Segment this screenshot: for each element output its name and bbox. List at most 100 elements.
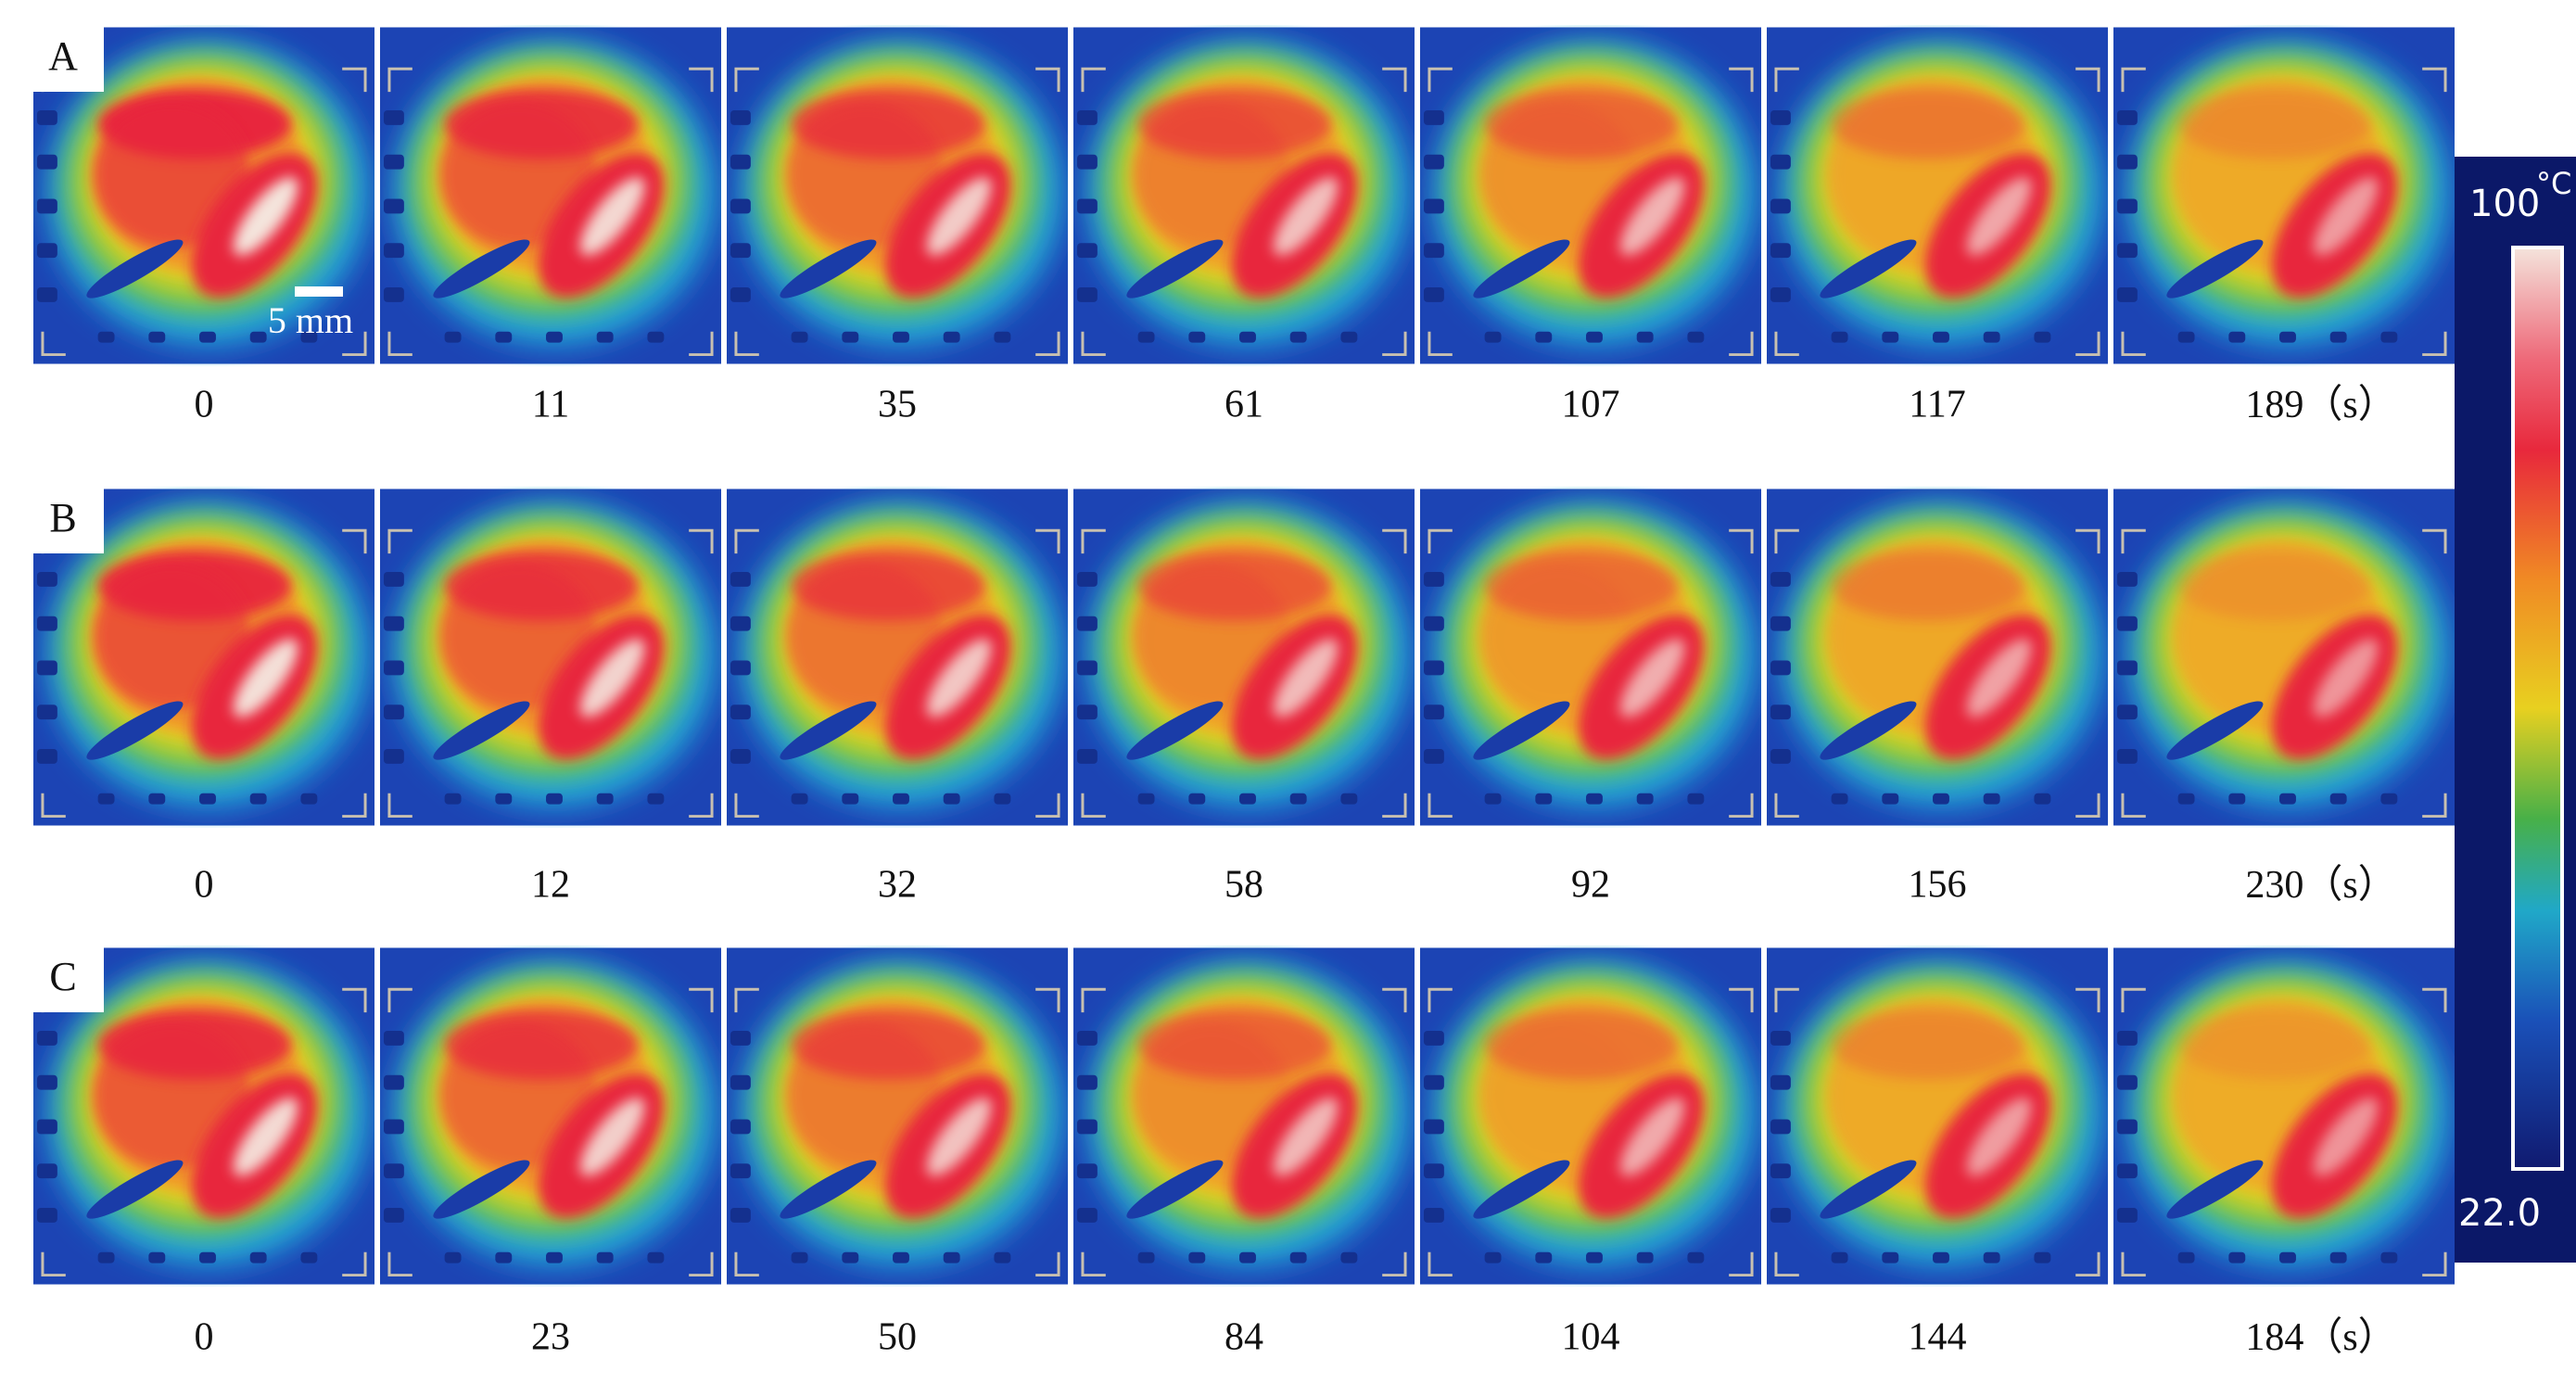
pad	[36, 243, 57, 259]
cold-notch	[86, 1160, 184, 1219]
pad	[1770, 110, 1791, 125]
pad	[36, 660, 57, 676]
pad	[1423, 616, 1444, 631]
hot-band	[1484, 1009, 1679, 1080]
panel-label-box	[33, 487, 104, 553]
pad	[36, 1163, 57, 1179]
pad	[1076, 1031, 1098, 1046]
hot-spot	[233, 177, 298, 256]
hot-spot	[579, 639, 645, 717]
pad	[383, 748, 404, 764]
corner-mark	[1729, 793, 1754, 819]
pad	[1076, 1119, 1098, 1135]
pad	[2380, 331, 2398, 343]
pad	[97, 793, 115, 805]
pad	[1076, 154, 1098, 170]
pad	[2279, 793, 2296, 805]
pad	[36, 616, 57, 631]
corner-mark	[1729, 1251, 1754, 1277]
corner-mark	[2121, 793, 2146, 819]
pad	[1831, 793, 1848, 805]
corner-mark	[1035, 1251, 1060, 1277]
hot-spot	[1273, 177, 1339, 256]
pad	[1076, 1163, 1098, 1179]
thermal-image	[1073, 27, 1415, 364]
pad	[1636, 1251, 1654, 1263]
time-label: 92	[1571, 864, 1610, 907]
time-label: 0	[195, 864, 214, 907]
colorbar-scale	[2511, 246, 2564, 1171]
time-value: 230	[2245, 864, 2303, 907]
pad	[383, 198, 404, 214]
pad	[1239, 331, 1256, 343]
time-value: 184	[2245, 1316, 2303, 1359]
cold-notch	[780, 701, 877, 760]
cold-notch	[1473, 1160, 1570, 1219]
time-label: 50	[878, 1316, 917, 1359]
hot-spot	[926, 639, 992, 717]
pad	[1076, 1074, 1098, 1090]
pad	[1076, 198, 1098, 214]
pad	[1687, 793, 1705, 805]
corner-mark	[2075, 331, 2100, 357]
cold-notch	[1473, 239, 1570, 298]
panel-row: 0 23 50 84 104 144 184（s） C	[33, 946, 2455, 1359]
time-label: 107	[1562, 384, 1620, 426]
cold-notch	[86, 701, 184, 760]
pad	[596, 1251, 614, 1263]
colorbar-min: 22.0	[2458, 1192, 2541, 1235]
pad	[2116, 705, 2138, 720]
time-label: 117	[1909, 384, 1965, 426]
pad	[2116, 616, 2138, 631]
thermal-image	[380, 947, 721, 1285]
pad	[300, 1251, 318, 1263]
corner-mark	[342, 987, 367, 1013]
pad	[2177, 331, 2195, 343]
pad	[1076, 243, 1098, 259]
pad	[1423, 660, 1444, 676]
corner-mark	[1428, 793, 1453, 819]
pad	[1983, 331, 2000, 343]
pad	[1423, 243, 1444, 259]
scale-bar-label: 5 mm	[268, 299, 353, 341]
hot-spot	[2313, 177, 2379, 256]
pad	[1770, 243, 1791, 259]
pad	[1636, 793, 1654, 805]
cold-notch	[2166, 239, 2264, 298]
corner-mark	[1081, 987, 1106, 1013]
pad	[383, 1119, 404, 1135]
pad	[1770, 1074, 1791, 1090]
panel-label: B	[49, 495, 76, 540]
pad	[1770, 705, 1791, 720]
time-label: 189（s）	[2245, 384, 2396, 426]
pad	[730, 660, 751, 676]
corner-mark	[734, 528, 759, 554]
pad	[1770, 1031, 1791, 1046]
pad	[383, 616, 404, 631]
corner-mark	[1774, 1251, 1799, 1277]
pad	[546, 331, 563, 343]
time-label: 156	[1909, 864, 1967, 907]
hot-spot	[1966, 177, 2032, 256]
pad	[36, 572, 57, 587]
pad	[2116, 572, 2138, 587]
scale-bar	[295, 286, 343, 297]
pad	[2228, 1251, 2246, 1263]
pad	[383, 1074, 404, 1090]
time-label: 84	[1225, 1316, 1263, 1359]
corner-mark	[734, 67, 759, 93]
pad	[1933, 331, 1949, 343]
pad	[893, 793, 909, 805]
corner-mark	[2422, 987, 2447, 1013]
thermal-image	[727, 27, 1068, 364]
pad	[1770, 616, 1791, 631]
pad	[1076, 705, 1098, 720]
pad	[1882, 1251, 1899, 1263]
pad	[2116, 154, 2138, 170]
pad	[2116, 748, 2138, 764]
panel-row: 0 12 32 58 92 156 230（s） B	[33, 487, 2455, 907]
pad	[2116, 243, 2138, 259]
pad	[730, 1074, 751, 1090]
pad	[444, 793, 462, 805]
hot-spot	[233, 1098, 298, 1176]
